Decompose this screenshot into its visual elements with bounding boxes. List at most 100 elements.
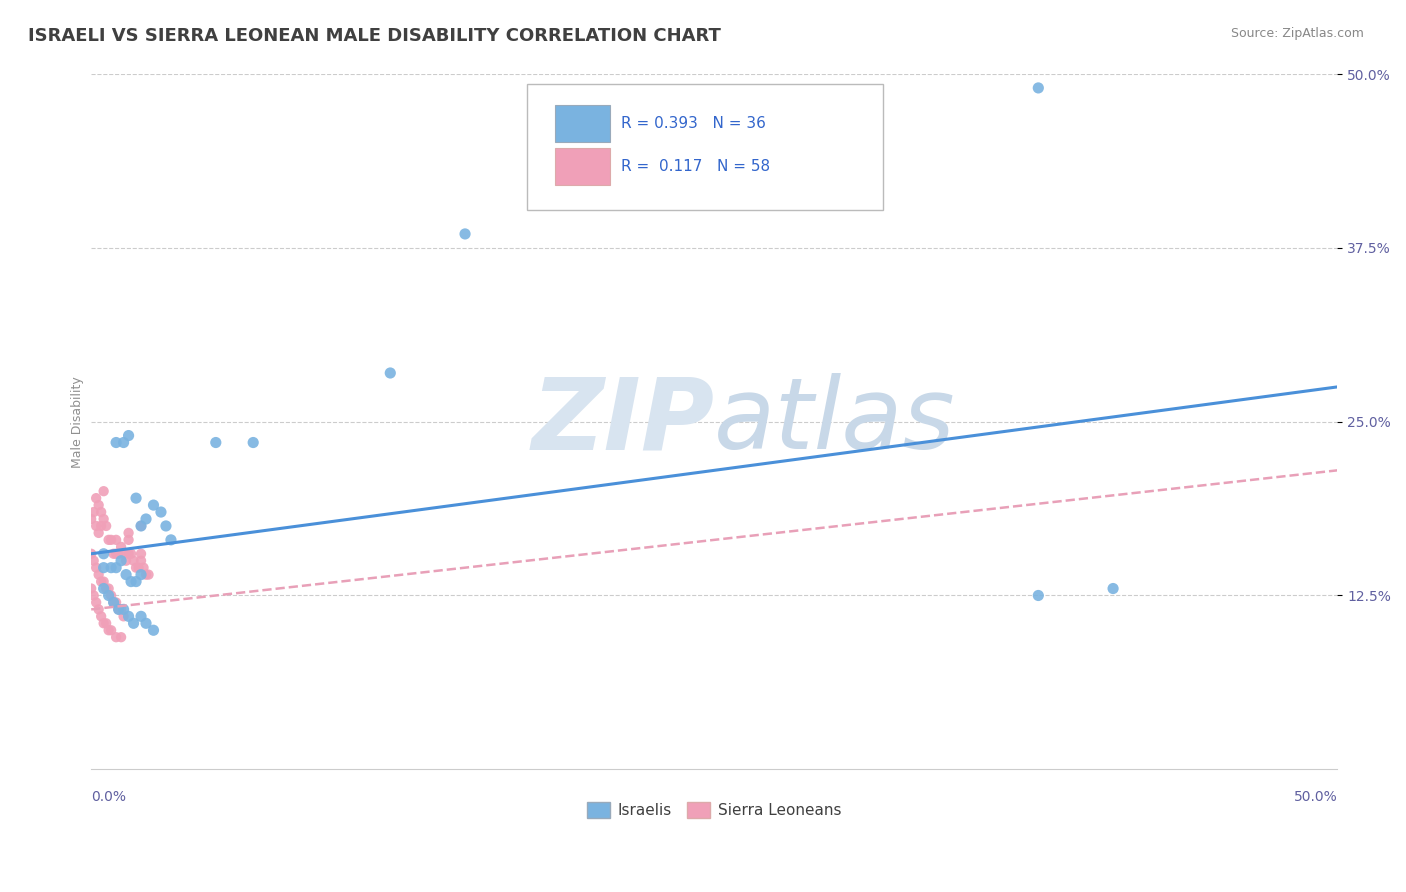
Point: [112, 602, 135, 616]
Point: [100, 624, 122, 638]
Point: [380, 366, 402, 380]
Point: [93, 547, 115, 561]
Point: [122, 616, 145, 631]
Point: [93, 484, 115, 499]
Point: [80, 547, 103, 561]
Point: [93, 560, 115, 574]
Point: [129, 554, 152, 568]
FancyBboxPatch shape: [555, 148, 610, 186]
Point: [105, 595, 128, 609]
Point: [135, 512, 157, 526]
Point: [110, 630, 132, 644]
Point: [142, 624, 165, 638]
Point: [107, 602, 129, 616]
Point: [242, 435, 264, 450]
Point: [112, 547, 135, 561]
Text: 0.0%: 0.0%: [91, 790, 127, 805]
Point: [107, 602, 129, 616]
Point: [115, 567, 138, 582]
Point: [83, 505, 105, 519]
Point: [204, 435, 226, 450]
Point: [110, 602, 132, 616]
Point: [87, 498, 110, 512]
Point: [80, 512, 103, 526]
Point: [105, 630, 128, 644]
Point: [84, 519, 107, 533]
Point: [97, 589, 120, 603]
Point: [155, 519, 177, 533]
Point: [84, 491, 107, 505]
Point: [87, 602, 110, 616]
Point: [103, 595, 125, 609]
Point: [97, 533, 120, 547]
Point: [135, 616, 157, 631]
Point: [138, 567, 160, 582]
Point: [90, 574, 112, 589]
Point: [87, 525, 110, 540]
Point: [107, 547, 129, 561]
FancyBboxPatch shape: [527, 85, 883, 210]
Point: [110, 554, 132, 568]
Point: [132, 560, 155, 574]
Point: [122, 554, 145, 568]
Point: [97, 624, 120, 638]
Point: [129, 567, 152, 582]
Point: [97, 582, 120, 596]
Point: [120, 574, 142, 589]
Point: [115, 554, 138, 568]
Point: [142, 498, 165, 512]
Point: [120, 547, 142, 561]
Point: [110, 540, 132, 554]
Point: [117, 547, 139, 561]
Y-axis label: Male Disability: Male Disability: [72, 376, 84, 467]
Point: [103, 547, 125, 561]
Text: atlas: atlas: [714, 373, 956, 470]
Point: [117, 428, 139, 442]
Point: [117, 609, 139, 624]
Point: [129, 519, 152, 533]
Point: [93, 574, 115, 589]
Point: [103, 595, 125, 609]
Point: [87, 567, 110, 582]
Point: [84, 595, 107, 609]
Text: R =  0.117   N = 58: R = 0.117 N = 58: [621, 159, 770, 174]
Point: [128, 560, 150, 574]
Point: [149, 505, 172, 519]
Point: [105, 560, 128, 574]
Point: [105, 547, 128, 561]
Point: [117, 525, 139, 540]
Point: [117, 533, 139, 547]
Point: [90, 519, 112, 533]
Point: [1102, 582, 1125, 596]
Point: [83, 554, 105, 568]
Point: [129, 547, 152, 561]
Point: [125, 574, 148, 589]
Text: R = 0.393   N = 36: R = 0.393 N = 36: [621, 116, 766, 131]
Point: [125, 560, 148, 574]
Point: [90, 609, 112, 624]
Point: [105, 533, 128, 547]
Legend: Israelis, Sierra Leoneans: Israelis, Sierra Leoneans: [581, 796, 848, 824]
Point: [100, 533, 122, 547]
Point: [94, 582, 117, 596]
Point: [135, 567, 157, 582]
Text: ZIP: ZIP: [531, 373, 714, 470]
Point: [1026, 589, 1049, 603]
Point: [112, 435, 135, 450]
Point: [80, 582, 103, 596]
Point: [105, 435, 128, 450]
Point: [93, 616, 115, 631]
FancyBboxPatch shape: [555, 104, 610, 142]
Text: 50.0%: 50.0%: [1294, 790, 1337, 805]
Point: [93, 582, 115, 596]
Text: ISRAELI VS SIERRA LEONEAN MALE DISABILITY CORRELATION CHART: ISRAELI VS SIERRA LEONEAN MALE DISABILIT…: [28, 27, 721, 45]
Point: [84, 560, 107, 574]
Point: [454, 227, 477, 241]
Point: [129, 609, 152, 624]
Point: [100, 560, 122, 574]
Point: [94, 519, 117, 533]
Point: [112, 609, 135, 624]
Point: [93, 512, 115, 526]
Text: Source: ZipAtlas.com: Source: ZipAtlas.com: [1230, 27, 1364, 40]
Point: [83, 589, 105, 603]
